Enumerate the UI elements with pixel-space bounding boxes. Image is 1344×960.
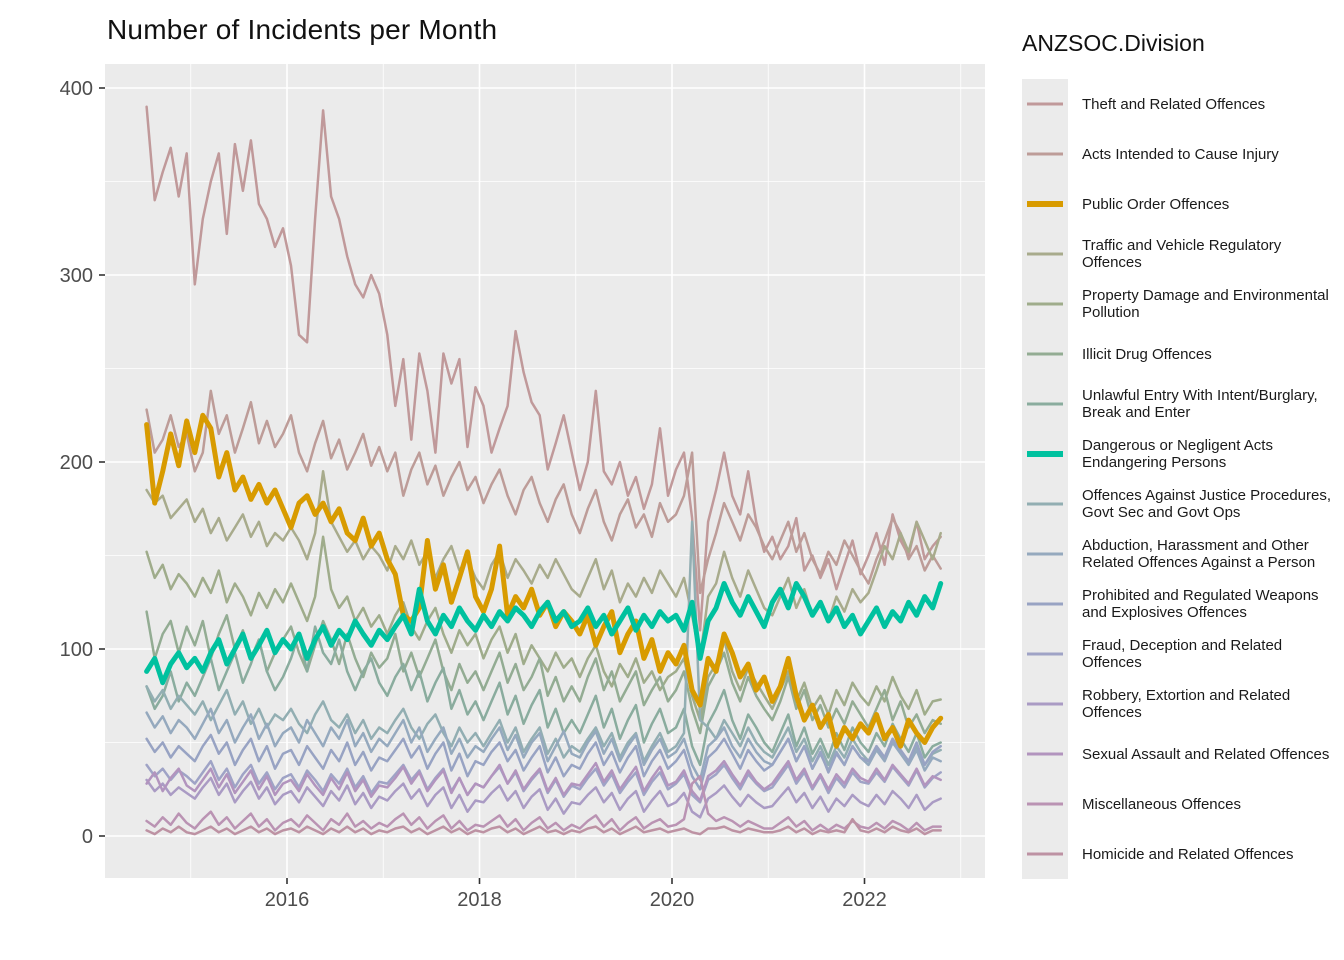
legend-line-swatch xyxy=(1027,852,1063,856)
legend-line-swatch xyxy=(1027,652,1063,656)
legend-key xyxy=(1022,329,1068,379)
x-tick-label: 2016 xyxy=(265,889,310,911)
legend-line-swatch xyxy=(1027,402,1063,406)
legend-label: Illicit Drug Offences xyxy=(1082,345,1212,363)
legend-item-acts-intended-to-cause-injury: Acts Intended to Cause Injury xyxy=(1022,129,1344,179)
x-tick-label: 2020 xyxy=(650,889,695,911)
legend-key xyxy=(1022,729,1068,779)
legend-item-property-damage-and-environmental-pollution: Property Damage and Environmental Pollut… xyxy=(1022,279,1344,329)
legend-item-dangerous-or-negligent-acts-endangering-persons: Dangerous or Negligent Acts Endangering … xyxy=(1022,429,1344,479)
legend-label: Homicide and Related Offences xyxy=(1082,845,1294,863)
legend-key xyxy=(1022,79,1068,129)
legend-item-unlawful-entry-with-intent-burglary-break-and-enter: Unlawful Entry With Intent/Burglary, Bre… xyxy=(1022,379,1344,429)
legend-line-swatch xyxy=(1027,451,1063,457)
legend: ANZSOC.Division Theft and Related Offenc… xyxy=(1022,30,1344,879)
legend-line-swatch xyxy=(1027,602,1063,606)
legend-line-swatch xyxy=(1027,802,1063,806)
legend-line-swatch xyxy=(1027,352,1063,356)
series-line-sexual-assault-and-related-offences xyxy=(145,759,942,802)
legend-line-swatch xyxy=(1027,302,1063,306)
legend-label: Traffic and Vehicle Regulatory Offences xyxy=(1082,237,1282,271)
legend-rows: Theft and Related Offences Acts Intended … xyxy=(1022,79,1344,879)
y-tick-label: 400 xyxy=(60,78,93,100)
series-line-homicide-and-related-offences xyxy=(145,817,942,836)
legend-item-miscellaneous-offences: Miscellaneous Offences xyxy=(1022,779,1344,829)
legend-title: ANZSOC.Division xyxy=(1022,30,1205,56)
legend-key xyxy=(1022,479,1068,529)
x-tick-label: 2022 xyxy=(842,889,887,911)
y-tick-label: 200 xyxy=(60,452,93,474)
legend-label: Abduction, Harassment and Other Related … xyxy=(1082,537,1316,571)
legend-label: Theft and Related Offences xyxy=(1082,95,1266,113)
legend-key xyxy=(1022,429,1068,479)
legend-label: Miscellaneous Offences xyxy=(1082,795,1241,813)
legend-key xyxy=(1022,129,1068,179)
legend-key xyxy=(1022,529,1068,579)
series-line-prohibited-and-regulated-weapons-and-explosives-offences xyxy=(145,733,942,791)
legend-key xyxy=(1022,229,1068,279)
legend-label: Acts Intended to Cause Injury xyxy=(1082,145,1279,163)
legend-item-offences-against-justice-procedures-govt-sec-and-govt-ops: Offences Against Justice Procedures, Gov… xyxy=(1022,479,1344,529)
y-tick-label: 0 xyxy=(82,826,93,848)
legend-item-robbery-extortion-and-related-offences: Robbery, Extortion and Related Offences xyxy=(1022,679,1344,729)
x-tick-label: 2018 xyxy=(457,889,502,911)
legend-line-swatch xyxy=(1027,552,1063,556)
legend-label: Unlawful Entry With Intent/Burglary, Bre… xyxy=(1082,387,1318,421)
legend-item-homicide-and-related-offences: Homicide and Related Offences xyxy=(1022,829,1344,879)
series-line-offences-against-justice-procedures-govt-sec-and-govt-ops xyxy=(145,520,942,767)
legend-item-fraud-deception-and-related-offences: Fraud, Deception and Related Offences xyxy=(1022,629,1344,679)
legend-key xyxy=(1022,829,1068,879)
series-line-acts-intended-to-cause-injury xyxy=(145,389,942,595)
legend-key xyxy=(1022,779,1068,829)
legend-line-swatch xyxy=(1027,102,1063,106)
legend-item-illicit-drug-offences: Illicit Drug Offences xyxy=(1022,329,1344,379)
series-line-robbery-extortion-and-related-offences xyxy=(145,776,942,819)
series-line-unlawful-entry-with-intent-burglary-break-and-enter xyxy=(145,625,942,767)
legend-line-swatch xyxy=(1027,502,1063,506)
legend-item-traffic-and-vehicle-regulatory-offences: Traffic and Vehicle Regulatory Offences xyxy=(1022,229,1344,279)
legend-label: Sexual Assault and Related Offences xyxy=(1082,745,1330,763)
legend-label: Robbery, Extortion and Related Offences xyxy=(1082,687,1291,721)
legend-item-public-order-offences: Public Order Offences xyxy=(1022,179,1344,229)
legend-key xyxy=(1022,379,1068,429)
legend-item-sexual-assault-and-related-offences: Sexual Assault and Related Offences xyxy=(1022,729,1344,779)
legend-line-swatch xyxy=(1027,752,1063,756)
chart-title: Number of Incidents per Month xyxy=(107,14,498,45)
legend-label: Property Damage and Environmental Pollut… xyxy=(1082,287,1329,321)
legend-line-swatch xyxy=(1027,201,1063,207)
series-line-dangerous-or-negligent-acts-endangering-persons xyxy=(144,581,944,686)
legend-item-abduction-harassment-and-other-related-offences-against-a-person: Abduction, Harassment and Other Related … xyxy=(1022,529,1344,579)
y-tick-label: 100 xyxy=(60,639,93,661)
legend-label: Dangerous or Negligent Acts Endangering … xyxy=(1082,437,1273,471)
incidents-line-chart: 0 100 200 300 400 2016 2018 2020 2022 xyxy=(60,64,985,911)
legend-label: Offences Against Justice Procedures, Gov… xyxy=(1082,487,1332,521)
y-tick-label: 300 xyxy=(60,265,93,287)
series-line-property-damage-and-environmental-pollution xyxy=(145,535,942,722)
legend-line-swatch xyxy=(1027,252,1063,256)
legend-item-prohibited-and-regulated-weapons-and-explosives-offences: Prohibited and Regulated Weapons and Exp… xyxy=(1022,579,1344,629)
legend-key xyxy=(1022,679,1068,729)
legend-label: Fraud, Deception and Related Offences xyxy=(1082,637,1283,671)
series-line-theft-and-related-offences xyxy=(145,105,942,632)
legend-label: Public Order Offences xyxy=(1082,195,1230,213)
legend-key xyxy=(1022,279,1068,329)
legend-key xyxy=(1022,179,1068,229)
legend-line-swatch xyxy=(1027,702,1063,706)
legend-item-theft-and-related-offences: Theft and Related Offences xyxy=(1022,79,1344,129)
legend-line-swatch xyxy=(1027,152,1063,156)
legend-key xyxy=(1022,629,1068,679)
legend-key xyxy=(1022,579,1068,629)
series-line-miscellaneous-offences xyxy=(145,774,942,832)
legend-label: Prohibited and Regulated Weapons and Exp… xyxy=(1082,587,1319,621)
